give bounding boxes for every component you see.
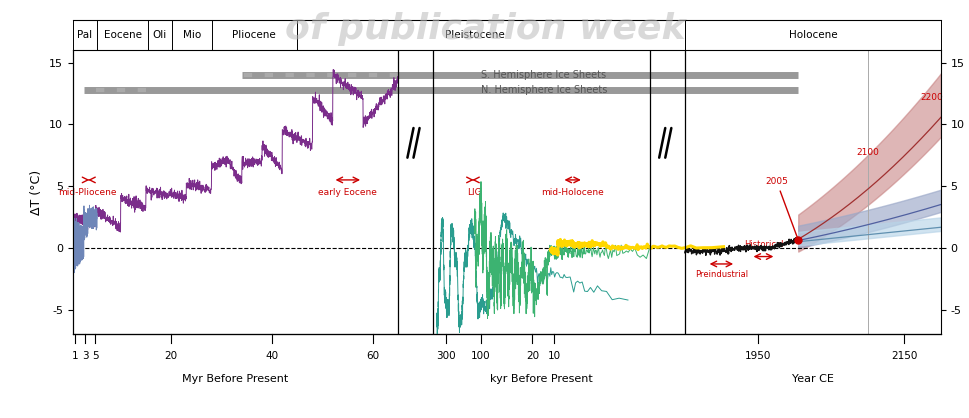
Text: Preindustrial: Preindustrial — [694, 270, 747, 279]
Text: 2100: 2100 — [856, 148, 878, 157]
Text: 1950: 1950 — [744, 352, 770, 362]
Text: 10: 10 — [547, 352, 560, 362]
Text: 3: 3 — [82, 352, 88, 362]
Text: 20: 20 — [165, 352, 177, 362]
Text: of publication week: of publication week — [285, 12, 684, 46]
Text: 60: 60 — [366, 352, 379, 362]
Text: 40: 40 — [266, 352, 278, 362]
Text: Holocene: Holocene — [788, 31, 836, 41]
Text: Pliocene: Pliocene — [233, 31, 276, 41]
Text: 5: 5 — [92, 352, 99, 362]
Text: 300: 300 — [436, 352, 455, 362]
Text: Pal: Pal — [78, 31, 92, 41]
Text: Year CE: Year CE — [791, 374, 833, 384]
Text: mid-Holocene: mid-Holocene — [541, 188, 604, 197]
Text: Myr Before Present: Myr Before Present — [182, 374, 289, 384]
Text: 2150: 2150 — [891, 352, 917, 362]
Text: 20: 20 — [525, 352, 539, 362]
Text: Pleistocene: Pleistocene — [445, 31, 504, 41]
Text: Historical: Historical — [743, 240, 782, 249]
Text: 2005: 2005 — [765, 177, 797, 237]
Text: Eocene: Eocene — [104, 31, 141, 41]
Text: 100: 100 — [471, 352, 490, 362]
Text: N. Hemisphere Ice Sheets: N. Hemisphere Ice Sheets — [481, 85, 607, 95]
Text: Oli: Oli — [153, 31, 167, 41]
Text: Mio: Mio — [182, 31, 201, 41]
Text: S. Hemisphere Ice Sheets: S. Hemisphere Ice Sheets — [481, 70, 606, 80]
Text: kyr Before Present: kyr Before Present — [489, 374, 592, 384]
Text: 1: 1 — [72, 352, 78, 362]
Text: LIG: LIG — [466, 188, 482, 197]
Text: early Eocene: early Eocene — [318, 188, 377, 197]
Text: mid-Pliocene: mid-Pliocene — [58, 188, 116, 197]
Y-axis label: ΔT (°C): ΔT (°C) — [30, 170, 44, 215]
Text: 2200: 2200 — [920, 93, 943, 102]
